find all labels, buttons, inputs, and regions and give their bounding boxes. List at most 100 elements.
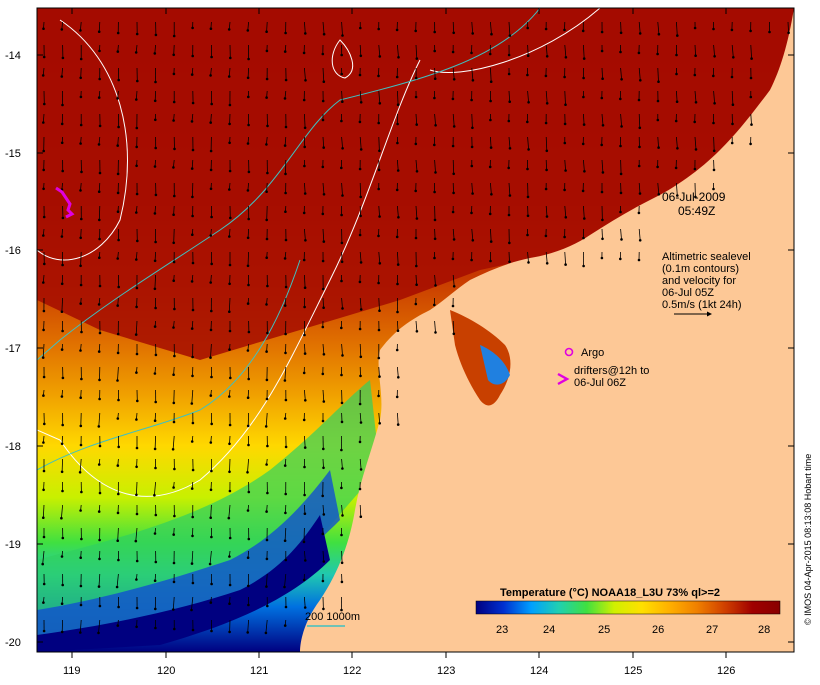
velocity-arrow-head (98, 379, 101, 382)
velocity-arrow-head (471, 127, 474, 130)
velocity-arrow-head (247, 378, 250, 381)
velocity-arrow-head (396, 349, 399, 352)
velocity-arrow-head (453, 285, 456, 288)
velocity-arrow-head (117, 464, 120, 467)
velocity-arrow-head (563, 76, 566, 79)
velocity-arrow-head (116, 586, 119, 589)
velocity-arrow-head (416, 57, 419, 60)
velocity-arrow (99, 206, 100, 220)
velocity-arrow-head (284, 50, 287, 53)
lat-tick: -18 (5, 441, 21, 453)
velocity-arrow-head (601, 50, 604, 53)
velocity-arrow-head (340, 167, 343, 170)
velocity-arrow-head (154, 401, 157, 404)
velocity-arrow (342, 551, 343, 563)
velocity-arrow-head (43, 103, 46, 106)
velocity-arrow-head (508, 100, 511, 103)
velocity-arrow-head (117, 79, 120, 82)
velocity-arrow-head (99, 605, 102, 608)
velocity-arrow-head (172, 326, 175, 329)
velocity-arrow-head (378, 357, 381, 360)
velocity-arrow-head (80, 491, 83, 494)
velocity-arrow-head (546, 262, 549, 265)
velocity-arrow-head (453, 333, 456, 336)
velocity-arrow (248, 68, 249, 78)
velocity-arrow-head (545, 188, 548, 191)
velocity-arrow-head (79, 349, 82, 352)
velocity-arrow-head (136, 560, 139, 563)
velocity-arrow-head (378, 375, 381, 378)
velocity-arrow-head (470, 52, 473, 55)
velocity-arrow-head (377, 75, 380, 78)
velocity-arrow-head (135, 578, 138, 581)
velocity-arrow-head (713, 150, 716, 153)
velocity-arrow-head (154, 419, 157, 422)
velocity-arrow-head (490, 193, 493, 196)
velocity-arrow-head (173, 73, 176, 76)
velocity-arrow-head (98, 143, 101, 146)
velocity-arrow-head (563, 29, 566, 32)
velocity-arrow-head (340, 327, 343, 330)
velocity-arrow-head (265, 585, 268, 588)
velocity-arrow-head (379, 262, 382, 265)
velocity-arrow-head (228, 471, 231, 474)
velocity-arrow-head (452, 98, 455, 101)
velocity-arrow-head (42, 356, 45, 359)
velocity-arrow-head (359, 74, 362, 77)
velocity-arrow-head (750, 57, 753, 60)
velocity-arrow-head (284, 464, 287, 467)
velocity-arrow-head (564, 103, 567, 106)
velocity-arrow-head (98, 350, 101, 353)
velocity-arrow-head (192, 262, 195, 265)
velocity-arrow-head (415, 283, 418, 286)
velocity-arrow (155, 252, 156, 261)
colorbar-tick: 24 (543, 624, 555, 636)
velocity-arrow-head (304, 127, 307, 130)
velocity-arrow (230, 459, 231, 472)
velocity-arrow-head (247, 29, 250, 32)
velocity-arrow-head (135, 165, 138, 168)
altimetry-line-3: and velocity for (662, 275, 736, 287)
velocity-arrow-head (470, 212, 473, 215)
velocity-arrow-head (116, 144, 119, 147)
velocity-arrow-head (79, 189, 82, 192)
velocity-arrow-head (117, 239, 120, 242)
velocity-arrow-head (583, 217, 586, 220)
velocity-arrow-head (656, 166, 659, 169)
velocity-arrow-head (303, 334, 306, 337)
velocity-arrow-head (228, 395, 231, 398)
velocity-arrow-head (284, 493, 287, 496)
velocity-arrow-head (414, 30, 417, 33)
velocity-arrow-head (526, 74, 529, 77)
velocity-arrow (81, 68, 82, 78)
velocity-arrow-head (61, 330, 64, 333)
velocity-arrow-head (210, 150, 213, 153)
credit-line: © IMOS 04-Apr-2015 08:13:08 Hobart time (803, 454, 813, 625)
velocity-arrow-head (396, 283, 399, 286)
velocity-arrow-head (620, 173, 623, 176)
velocity-arrow-head (154, 100, 157, 103)
velocity-arrow-head (80, 585, 83, 588)
colorbar-tick: 27 (706, 624, 718, 636)
velocity-arrow-head (433, 304, 436, 307)
velocity-arrow-head (620, 238, 623, 241)
velocity-arrow-head (42, 329, 45, 332)
lat-tick: -20 (5, 637, 21, 649)
velocity-arrow-head (284, 210, 287, 213)
velocity-arrow-head (675, 73, 678, 76)
velocity-arrow (323, 459, 324, 468)
velocity-arrow-head (135, 146, 138, 149)
velocity-arrow-head (210, 103, 213, 106)
velocity-arrow-head (98, 510, 101, 513)
velocity-arrow-head (173, 515, 176, 518)
velocity-arrow-head (341, 307, 344, 310)
velocity-arrow-head (303, 52, 306, 55)
velocity-arrow-head (247, 284, 250, 287)
velocity-arrow-head (379, 102, 382, 105)
velocity-arrow-head (378, 150, 381, 153)
velocity-arrow-head (341, 354, 344, 357)
velocity-arrow-head (304, 559, 307, 562)
velocity-arrow-head (42, 188, 45, 191)
velocity-arrow-head (433, 50, 436, 53)
velocity-arrow-head (99, 445, 102, 448)
